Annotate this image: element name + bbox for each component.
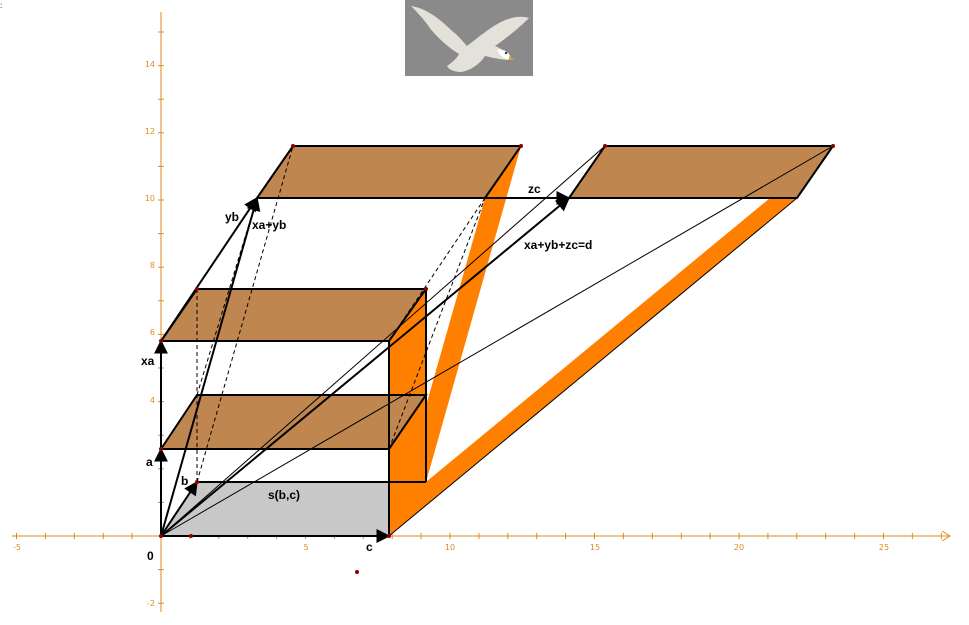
y-tick-label: -2 (147, 599, 155, 608)
point (189, 534, 193, 538)
side-face-long (389, 146, 833, 536)
point (424, 287, 428, 291)
y-tick-label: 10 (145, 194, 155, 203)
x-tick-label: -5 (13, 543, 21, 552)
label-xa: xa (141, 354, 155, 368)
point-origin (159, 534, 163, 538)
vector-b (160, 480, 198, 537)
point (603, 144, 607, 148)
label-yb: yb (225, 210, 239, 224)
vector-yb (160, 196, 258, 342)
y-tick-label: 8 (150, 261, 155, 270)
x-tick-label: 10 (445, 543, 455, 552)
points (159, 144, 835, 574)
thin-diagonals (160, 145, 834, 537)
base-parallelogram (161, 482, 426, 536)
label-span: s(b,c) (268, 488, 300, 502)
y-tick-label: 4 (150, 396, 155, 405)
vector-d (160, 197, 571, 537)
y-axis-ticks (158, 31, 164, 604)
x-axis (12, 530, 951, 542)
point (355, 570, 359, 574)
label-xa-yb: xa+yb (252, 218, 286, 232)
slab-xa-yb (255, 145, 523, 199)
point (195, 287, 199, 291)
slab-a (159, 394, 428, 450)
label-a: a (146, 455, 153, 469)
corner-mark: : (0, 1, 2, 10)
label-zc: zc (528, 182, 541, 196)
y-tick-label: 12 (145, 127, 155, 136)
slab-d (567, 145, 835, 199)
label-origin: 0 (147, 549, 154, 563)
x-tick-label: 5 (303, 543, 308, 552)
point (195, 480, 199, 484)
slab-xa (159, 288, 428, 342)
y-tick-label: 6 (150, 328, 155, 337)
x-tick-label: 25 (879, 543, 889, 552)
point (387, 534, 391, 538)
point (519, 144, 523, 148)
point (831, 144, 835, 148)
point (159, 339, 163, 343)
point (159, 447, 163, 451)
eagle-logo-icon (405, 0, 533, 76)
x-tick-label: 15 (590, 543, 600, 552)
label-b: b (181, 474, 188, 488)
point (291, 144, 295, 148)
y-tick-label: 14 (145, 60, 155, 69)
vector-xa-yb (160, 196, 261, 537)
side-face-slanted (389, 146, 521, 536)
side-face-lower (389, 395, 426, 536)
label-sum: xa+yb+zc=d (524, 238, 592, 252)
x-tick-label: 20 (734, 543, 744, 552)
vectors (154, 191, 571, 543)
label-c: c (366, 540, 373, 554)
